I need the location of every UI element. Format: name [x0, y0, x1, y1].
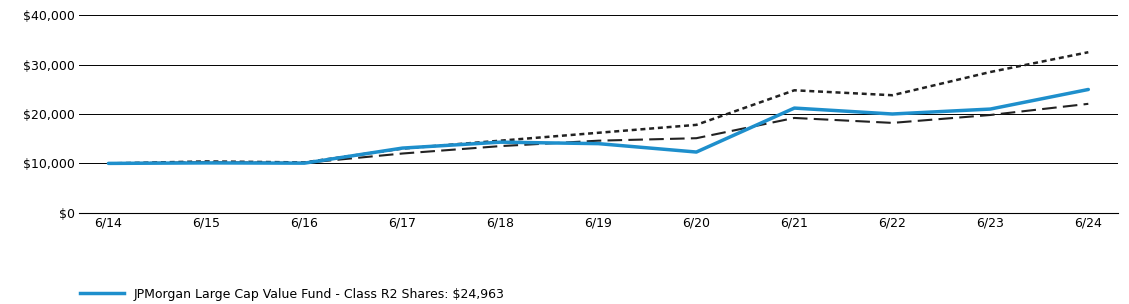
Legend: JPMorgan Large Cap Value Fund - Class R2 Shares: $24,963, Russell 1000 Index: $3: JPMorgan Large Cap Value Fund - Class R2…	[75, 282, 509, 304]
